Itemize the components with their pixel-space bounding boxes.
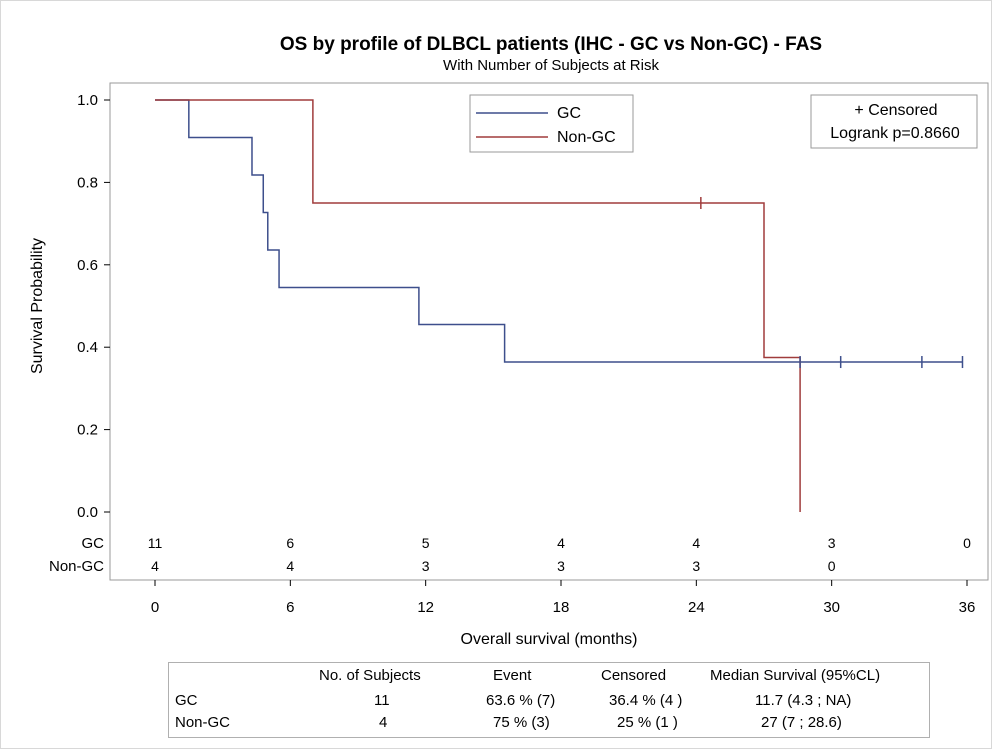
x-tick-label: 18	[553, 599, 570, 616]
at-risk-row-label: GC	[82, 535, 105, 552]
at-risk-count: 4	[151, 558, 159, 574]
stats-row-label-non-gc: Non-GC	[175, 714, 231, 731]
y-tick-label: 0.6	[77, 257, 98, 274]
at-risk-row-label: Non-GC	[49, 558, 104, 575]
y-tick-label: 0.0	[77, 504, 98, 521]
stats-cell: 36.4 % (4 )	[609, 692, 683, 709]
y-axis: 0.0 0.2 0.4 0.6 0.8 1.0	[77, 92, 110, 521]
at-risk-count: 4	[286, 558, 294, 574]
x-tick-label: 30	[823, 599, 840, 616]
censor-marks	[700, 197, 964, 369]
survival-curve-gc	[155, 99, 963, 363]
stats-cell: 4	[379, 714, 388, 731]
x-tick-label: 36	[959, 599, 976, 616]
plot-frame	[109, 82, 989, 581]
at-risk-count: 6	[286, 535, 294, 551]
at-risk-count: 0	[828, 558, 836, 574]
stats-row-label-gc: GC	[175, 692, 198, 709]
at-risk-count: 3	[557, 558, 565, 574]
x-axis-label: Overall survival (months)	[461, 631, 638, 648]
summary-stats-table: No. of Subjects Event Censored Median Su…	[168, 662, 930, 738]
y-tick-label: 0.4	[77, 339, 98, 356]
at-risk-count: 4	[557, 535, 565, 551]
legend-label-gc: GC	[557, 105, 581, 122]
x-tick-label: 12	[417, 599, 434, 616]
y-tick-label: 1.0	[77, 92, 98, 109]
y-tick-label: 0.8	[77, 174, 98, 191]
stats-header-event: Event	[493, 667, 532, 684]
y-axis-label: Survival Probability	[29, 238, 46, 374]
legend-label-non-gc: Non-GC	[557, 129, 616, 146]
annotation-box	[810, 94, 978, 149]
at-risk-count: 3	[828, 535, 836, 551]
logrank-p-value: Logrank p=0.8660	[830, 125, 960, 142]
y-tick-label: 0.2	[77, 422, 98, 439]
stats-cell: 63.6 % (7)	[486, 692, 556, 709]
legend-box	[469, 94, 634, 153]
stats-cell: 11	[374, 692, 390, 709]
at-risk-count: 0	[963, 535, 971, 551]
stats-cell: 25 % (1 )	[617, 714, 678, 731]
stats-header-subjects: No. of Subjects	[319, 667, 421, 684]
survival-curves	[155, 99, 963, 512]
at-risk-table: GC 11 6 5 4 4 3 0 Non-GC 4 4 3 3 3 0	[49, 535, 971, 575]
chart-title: OS by profile of DLBCL patients (IHC - G…	[280, 34, 822, 55]
at-risk-count: 5	[422, 535, 430, 551]
stats-cell: 27 (7 ; 28.6)	[761, 714, 842, 731]
logrank-annotation: + Censored Logrank p=0.8660	[810, 94, 978, 149]
x-axis: 0 6 12 18 24 30 36	[151, 580, 976, 616]
legend: GC Non-GC	[469, 94, 634, 153]
at-risk-count: 3	[422, 558, 430, 574]
stats-header-median: Median Survival (95%CL)	[710, 667, 881, 684]
stats-header-censored: Censored	[601, 667, 667, 684]
x-tick-label: 0	[151, 599, 159, 616]
x-tick-label: 6	[286, 599, 294, 616]
at-risk-count: 11	[148, 535, 163, 551]
at-risk-count: 4	[692, 535, 700, 551]
censored-legend-label: + Censored	[854, 102, 937, 119]
km-chart: OS by profile of DLBCL patients (IHC - G…	[29, 34, 989, 648]
stats-cell: 75 % (3)	[493, 714, 550, 731]
stats-cell: 11.7 (4.3 ; NA)	[755, 692, 852, 709]
x-tick-label: 24	[688, 599, 705, 616]
chart-subtitle: With Number of Subjects at Risk	[443, 57, 659, 74]
at-risk-count: 3	[692, 558, 700, 574]
